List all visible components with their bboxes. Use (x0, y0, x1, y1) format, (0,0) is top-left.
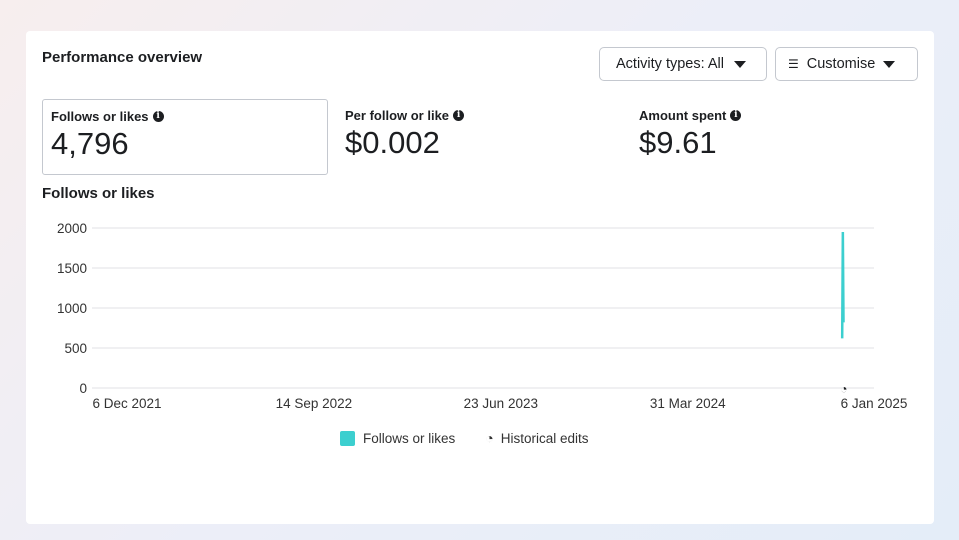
performance-overview-card: Performance overview Activity types: All… (26, 31, 934, 524)
x-tick-label: 6 Dec 2021 (92, 396, 161, 411)
x-tick-label: 14 Sep 2022 (276, 396, 353, 411)
chart-legend: Follows or likes ◔ Historical edits (340, 430, 589, 446)
historical-edit-icon: ◔ (840, 382, 847, 396)
metric-label: Follows or likes (51, 109, 149, 124)
customise-label: Customise (806, 56, 876, 72)
x-tick-label: 31 Mar 2024 (650, 396, 726, 411)
y-tick-label: 0 (79, 381, 87, 396)
line-chart: 0 500 1000 1500 2000 6 Dec 2021 14 Sep 2022 23 … (57, 221, 908, 411)
y-tick-label: 1500 (57, 261, 87, 276)
metric-label: Amount spent (639, 108, 727, 123)
y-tick-label: 500 (64, 341, 87, 356)
chart-title: Follows or likes (42, 185, 155, 202)
legend-label-follows[interactable]: Follows or likes (363, 430, 456, 446)
page-title: Performance overview (42, 49, 203, 66)
info-icon[interactable]: i (453, 110, 465, 121)
activity-types-dropdown[interactable]: Activity types: All (599, 47, 767, 81)
caret-down-icon (733, 60, 746, 68)
activity-types-label: Activity types: All (616, 56, 724, 72)
legend-swatch-follows (340, 430, 355, 446)
metric-follows-or-likes[interactable]: Follows or likes i 4,796 (42, 99, 328, 175)
customise-settings-icon: ☰ (788, 57, 799, 71)
historical-edits-icon: ◔ (485, 430, 494, 446)
metric-per-follow-or-like[interactable]: Per follow or like i $0.002 (337, 99, 623, 175)
metric-amount-spent[interactable]: Amount spent i $9.61 (631, 99, 917, 175)
info-icon[interactable]: i (730, 110, 742, 121)
metric-value: $0.002 (345, 125, 440, 160)
metric-value: $9.61 (639, 125, 717, 160)
x-tick-label: 6 Jan 2025 (841, 396, 908, 411)
x-tick-label: 23 Jun 2023 (464, 396, 538, 411)
y-tick-label: 2000 (57, 221, 87, 236)
series-line (840, 231, 845, 339)
info-icon[interactable]: i (152, 111, 164, 122)
customise-button[interactable]: ☰ Customise (775, 47, 918, 81)
metric-label: Per follow or like (345, 108, 450, 123)
metric-value: 4,796 (51, 126, 129, 161)
legend-label-historical-edits[interactable]: Historical edits (500, 430, 589, 446)
y-tick-label: 1000 (57, 301, 87, 316)
caret-down-icon (883, 60, 896, 68)
